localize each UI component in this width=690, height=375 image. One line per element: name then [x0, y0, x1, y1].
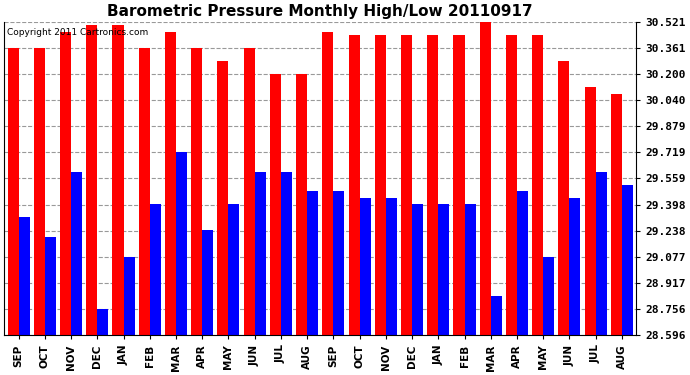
Bar	[322, 32, 333, 335]
Bar	[176, 152, 187, 335]
Bar	[427, 35, 438, 335]
Bar	[60, 32, 71, 335]
Bar	[506, 35, 517, 335]
Bar	[139, 48, 150, 335]
Bar	[491, 296, 502, 335]
Bar	[296, 74, 307, 335]
Bar	[412, 204, 423, 335]
Bar	[165, 32, 176, 335]
Bar	[150, 204, 161, 335]
Bar	[97, 309, 108, 335]
Bar	[584, 87, 595, 335]
Bar	[45, 237, 56, 335]
Bar	[611, 94, 622, 335]
Bar	[348, 35, 359, 335]
Bar	[622, 185, 633, 335]
Bar	[333, 191, 344, 335]
Title: Barometric Pressure Monthly High/Low 20110917: Barometric Pressure Monthly High/Low 201…	[108, 4, 533, 19]
Bar	[228, 204, 239, 335]
Bar	[558, 61, 569, 335]
Bar	[401, 35, 412, 335]
Bar	[281, 172, 292, 335]
Text: Copyright 2011 Cartronics.com: Copyright 2011 Cartronics.com	[8, 28, 148, 37]
Bar	[543, 256, 554, 335]
Bar	[270, 74, 281, 335]
Bar	[112, 25, 124, 335]
Bar	[8, 48, 19, 335]
Bar	[359, 198, 371, 335]
Bar	[191, 48, 202, 335]
Bar	[453, 35, 464, 335]
Bar	[375, 35, 386, 335]
Bar	[71, 172, 82, 335]
Bar	[517, 191, 528, 335]
Bar	[532, 35, 543, 335]
Bar	[86, 25, 97, 335]
Bar	[19, 217, 30, 335]
Bar	[386, 198, 397, 335]
Bar	[569, 198, 580, 335]
Bar	[202, 231, 213, 335]
Bar	[244, 48, 255, 335]
Bar	[464, 204, 475, 335]
Bar	[480, 22, 491, 335]
Bar	[307, 191, 318, 335]
Bar	[34, 48, 45, 335]
Bar	[438, 204, 449, 335]
Bar	[255, 172, 266, 335]
Bar	[595, 172, 607, 335]
Bar	[124, 256, 135, 335]
Bar	[217, 61, 228, 335]
